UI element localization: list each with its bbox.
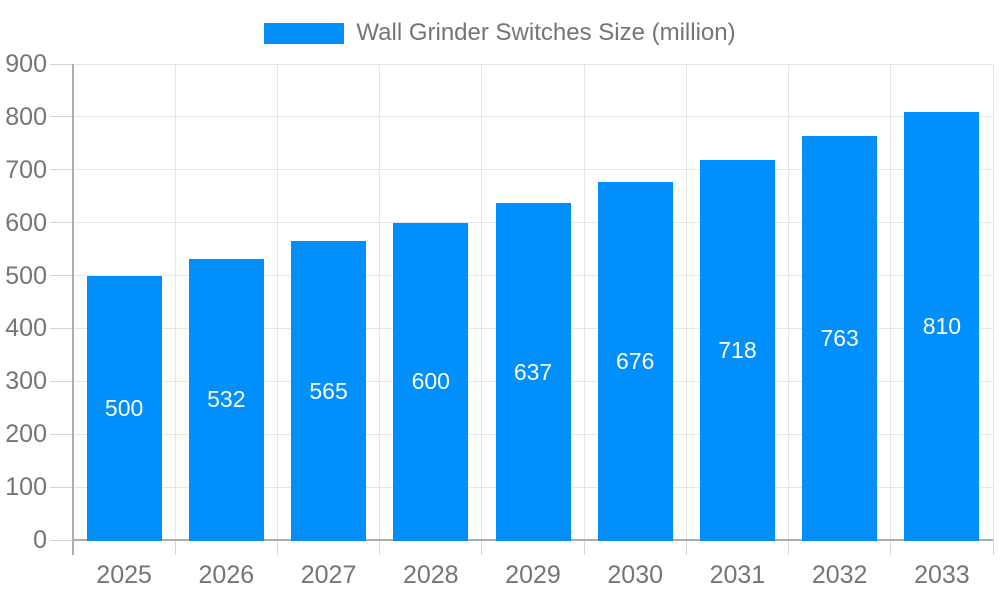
x-axis-label-2030: 2030 — [607, 561, 664, 589]
gridline-horizontal — [73, 63, 993, 65]
x-axis-tick — [685, 540, 687, 555]
legend-label: Wall Grinder Switches Size (million) — [356, 19, 736, 46]
y-axis-tick — [50, 275, 73, 277]
x-axis-tick — [276, 540, 278, 555]
gridline-vertical — [992, 64, 994, 540]
gridline-horizontal — [73, 169, 993, 171]
y-axis-label: 500 — [5, 261, 47, 290]
x-axis-label-2032: 2032 — [811, 561, 868, 589]
y-axis-tick — [50, 169, 73, 171]
bar-2025[interactable]: 500 — [86, 275, 162, 541]
y-axis-label: 200 — [5, 420, 47, 449]
x-axis-tick — [174, 540, 176, 555]
y-axis-line — [72, 64, 74, 555]
gridline-vertical — [276, 64, 278, 540]
bar-2027[interactable]: 565 — [291, 241, 367, 541]
x-axis-tick — [481, 540, 483, 555]
bar-2033[interactable]: 810 — [904, 111, 980, 541]
bar-2029[interactable]: 637 — [495, 203, 571, 541]
bar-value-label: 637 — [513, 358, 553, 385]
gridline-vertical — [788, 64, 790, 540]
x-axis-label-2026: 2026 — [198, 561, 255, 589]
x-axis-tick — [583, 540, 585, 555]
bar-value-label: 810 — [922, 312, 962, 339]
bar-value-label: 500 — [104, 394, 144, 421]
y-axis-tick — [50, 63, 73, 65]
bar-value-label: 532 — [207, 386, 246, 413]
bar-2030[interactable]: 676 — [597, 182, 673, 541]
bar-2032[interactable]: 763 — [802, 136, 878, 541]
bar-value-label: 718 — [718, 337, 757, 364]
legend-swatch-icon — [264, 22, 345, 44]
y-axis-tick — [50, 222, 73, 224]
x-axis-tick — [992, 540, 994, 555]
x-axis-label-2027: 2027 — [300, 561, 357, 589]
x-axis-label-2025: 2025 — [96, 561, 152, 589]
bar-value-label: 600 — [411, 368, 450, 395]
y-axis-label: 800 — [5, 102, 47, 131]
y-axis-tick — [50, 116, 73, 118]
y-axis-label: 300 — [5, 367, 47, 396]
y-axis-label: 600 — [5, 208, 47, 237]
bar-2031[interactable]: 718 — [699, 160, 775, 541]
gridline-vertical — [685, 64, 687, 540]
gridline-vertical — [890, 64, 892, 540]
y-axis-tick — [50, 327, 73, 329]
gridline-vertical — [174, 64, 176, 540]
y-axis-label: 700 — [5, 155, 47, 184]
gridline-horizontal — [73, 116, 993, 118]
x-axis-label-2031: 2031 — [709, 561, 766, 589]
x-axis-tick — [890, 540, 892, 555]
x-axis-tick — [379, 540, 381, 555]
y-axis-tick — [50, 539, 73, 541]
bar-2028[interactable]: 600 — [393, 222, 469, 541]
x-axis-label-2033: 2033 — [914, 561, 970, 589]
bar-value-label: 676 — [616, 348, 655, 375]
y-axis-tick — [50, 486, 73, 488]
y-axis-label: 100 — [5, 473, 47, 502]
legend[interactable]: Wall Grinder Switches Size (million) — [0, 18, 1000, 48]
bar-2026[interactable]: 532 — [188, 258, 264, 541]
y-axis-label: 900 — [5, 50, 47, 78]
y-axis-label: 400 — [5, 314, 47, 343]
gridline-vertical — [583, 64, 585, 540]
y-axis-tick — [50, 433, 73, 435]
gridline-vertical — [379, 64, 381, 540]
bar-value-label: 763 — [820, 325, 859, 352]
x-axis-label-2029: 2029 — [505, 561, 561, 589]
x-axis-tick — [788, 540, 790, 555]
bar-value-label: 565 — [309, 377, 348, 404]
x-axis-label-2028: 2028 — [402, 561, 459, 589]
y-axis-tick — [50, 380, 73, 382]
gridline-vertical — [481, 64, 483, 540]
y-axis-label: 0 — [33, 526, 47, 554]
